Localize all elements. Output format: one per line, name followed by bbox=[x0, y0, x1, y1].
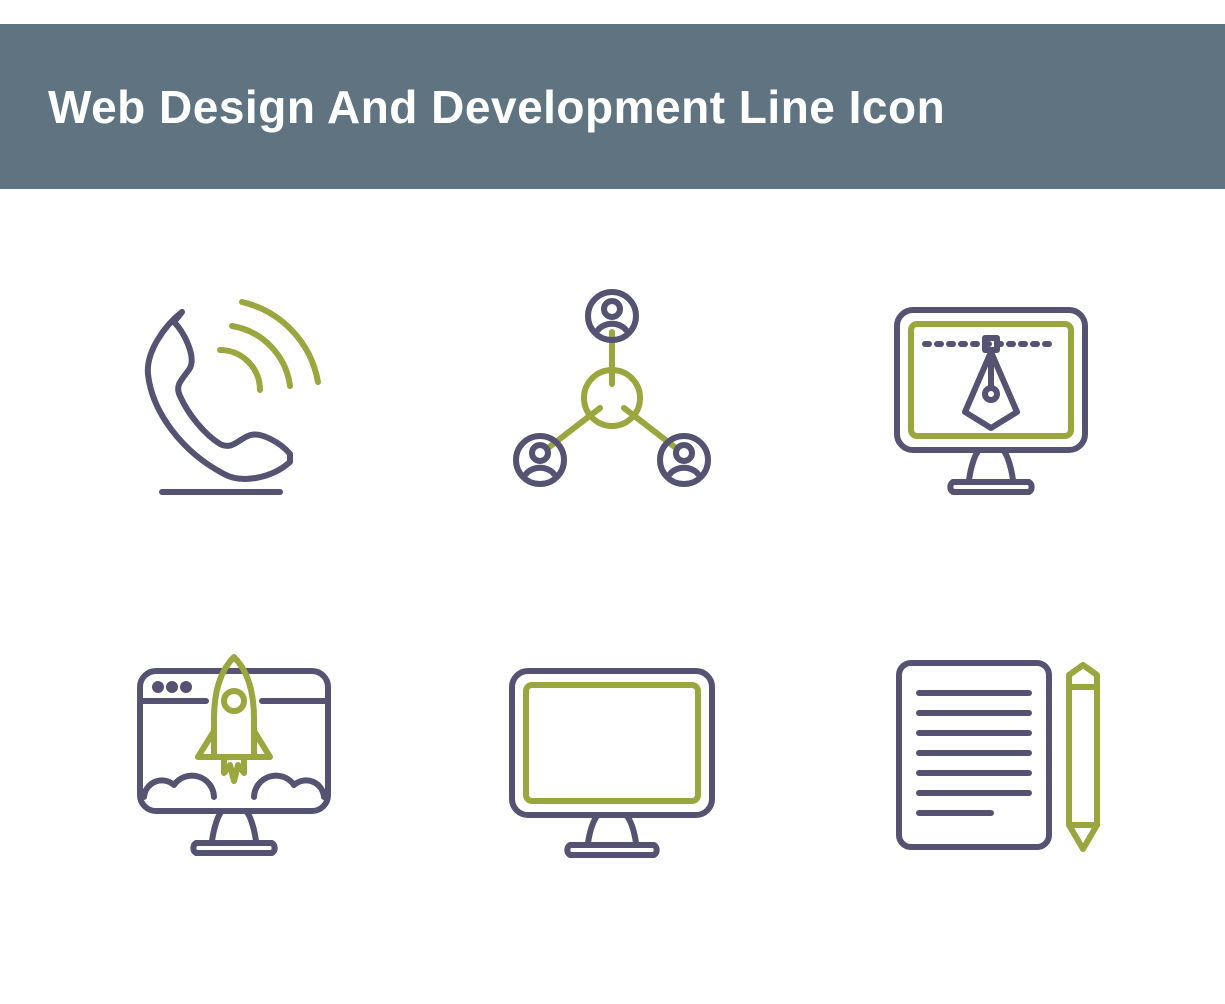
icon-cell-phone bbox=[60, 229, 408, 560]
icon-grid bbox=[0, 189, 1225, 980]
document-pencil-icon bbox=[871, 635, 1111, 875]
icon-cell-design-monitor bbox=[817, 229, 1165, 560]
icon-cell-launch bbox=[60, 590, 408, 921]
phone-call-icon bbox=[114, 274, 354, 514]
launch-rocket-monitor-icon bbox=[114, 635, 354, 875]
header-title: Web Design And Development Line Icon bbox=[48, 80, 945, 134]
design-tool-monitor-icon bbox=[871, 274, 1111, 514]
icon-cell-document bbox=[817, 590, 1165, 921]
icon-cell-network bbox=[438, 229, 786, 560]
icon-cell-monitor bbox=[438, 590, 786, 921]
header-banner: Web Design And Development Line Icon bbox=[0, 24, 1225, 189]
monitor-icon bbox=[492, 635, 732, 875]
network-users-icon bbox=[492, 274, 732, 514]
